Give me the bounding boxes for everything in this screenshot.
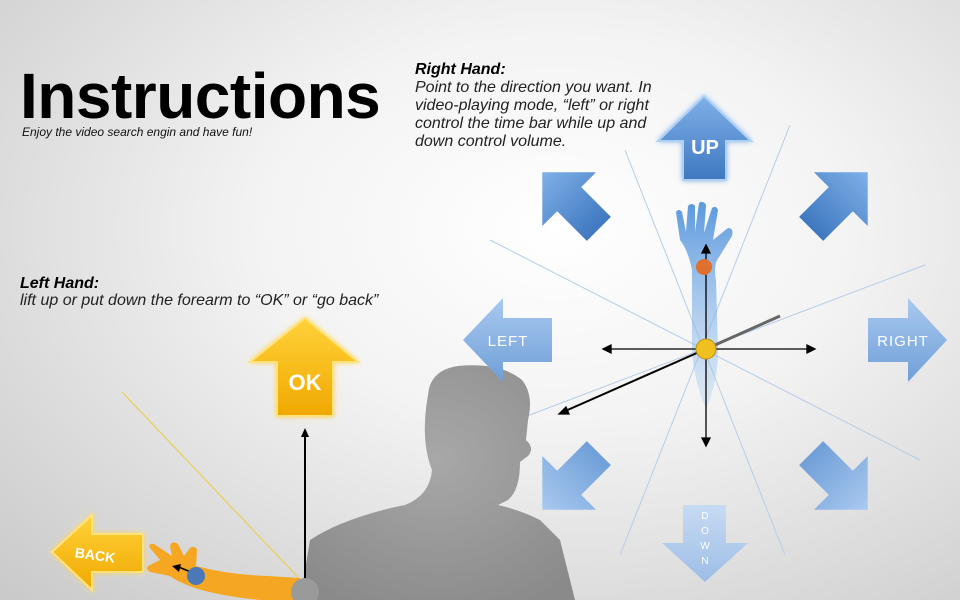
right-hand-figure (676, 201, 733, 410)
right-arrow-button[interactable]: RIGHT (868, 298, 947, 382)
left-arrow-button[interactable]: LEFT (463, 298, 552, 382)
right-hand-axes (557, 243, 817, 448)
up-right-arrow-button[interactable] (784, 145, 894, 255)
right-hand-heading: Right Hand: (415, 61, 506, 78)
down-right-arrow-button[interactable] (784, 426, 894, 536)
left-hand-text: lift up or put down the forearm to “OK” … (20, 292, 379, 309)
left-hand-heading: Left Hand: (20, 275, 100, 292)
up-arrow-label: UP (691, 137, 719, 159)
ok-axis (301, 428, 309, 600)
page-subtitle: Enjoy the video search engin and have fu… (22, 125, 253, 139)
pointer-line (705, 314, 781, 351)
down-left-arrow-button[interactable] (515, 426, 625, 536)
ok-arrow-button[interactable]: OK (247, 316, 361, 417)
up-left-arrow-button[interactable] (515, 145, 625, 255)
elbow-joint-marker (696, 259, 712, 275)
back-arrow-label: BACK (74, 544, 116, 565)
up-arrow-button[interactable]: UP (655, 94, 754, 181)
ok-arrow-label: OK (289, 370, 322, 395)
left-hand-guide (121, 391, 313, 593)
person-silhouette (300, 365, 575, 600)
back-arrow-button[interactable]: BACK (50, 512, 144, 593)
page-title: Instructions (20, 60, 381, 132)
right-arrow-label: RIGHT (877, 333, 929, 350)
right-hand-text: Point to the direction you want. In vide… (415, 79, 652, 150)
center-joint-marker (695, 338, 717, 360)
left-arrow-label: LEFT (488, 333, 529, 350)
left-hand-figure (147, 542, 319, 600)
